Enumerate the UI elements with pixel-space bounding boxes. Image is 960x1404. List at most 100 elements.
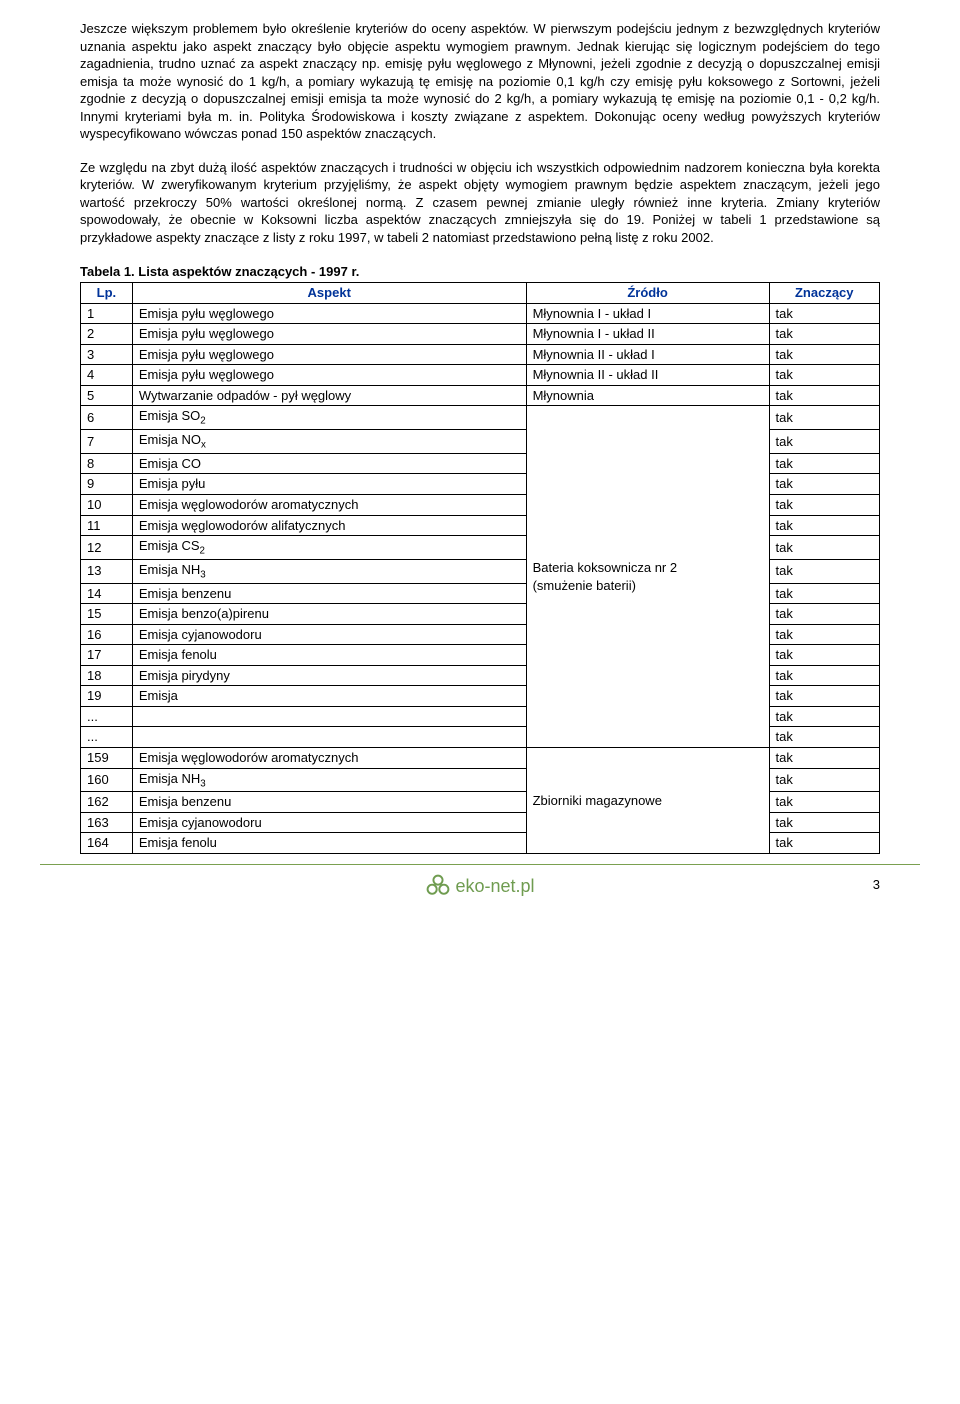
- cell-zn: tak: [769, 385, 879, 406]
- cell-lp: 9: [81, 474, 133, 495]
- cell-aspekt: Emisja NH3: [132, 559, 526, 583]
- cell-zn: tak: [769, 604, 879, 625]
- cell-lp: 1: [81, 303, 133, 324]
- cell-lp: 11: [81, 515, 133, 536]
- cell-lp: 2: [81, 324, 133, 345]
- cell-lp: 15: [81, 604, 133, 625]
- cell-zn: tak: [769, 365, 879, 386]
- cell-zn: tak: [769, 768, 879, 792]
- cell-zn: tak: [769, 747, 879, 768]
- col-aspekt: Aspekt: [132, 283, 526, 304]
- table-row: 2 Emisja pyłu węglowego Młynownia I - uk…: [81, 324, 880, 345]
- cell-zn: tak: [769, 406, 879, 430]
- col-zrodlo: Źródło: [526, 283, 769, 304]
- col-znaczacy: Znaczący: [769, 283, 879, 304]
- cell-aspekt: Emisja benzenu: [132, 792, 526, 813]
- page-number: 3: [873, 876, 880, 894]
- cell-lp: ...: [81, 727, 133, 748]
- cell-aspekt: Emisja pirydyny: [132, 665, 526, 686]
- cell-aspekt: Emisja fenolu: [132, 645, 526, 666]
- table-row: 5 Wytwarzanie odpadów - pył węglowy Młyn…: [81, 385, 880, 406]
- cell-lp: 162: [81, 792, 133, 813]
- cell-lp: 16: [81, 624, 133, 645]
- cell-zn: tak: [769, 665, 879, 686]
- cell-aspekt: Emisja pyłu węglowego: [132, 324, 526, 345]
- aspekt-pre: Emisja NH: [139, 562, 200, 577]
- cell-lp: 17: [81, 645, 133, 666]
- cell-zrodlo: Młynownia II - układ II: [526, 365, 769, 386]
- cell-lp: 19: [81, 686, 133, 707]
- aspekt-pre: Emisja SO: [139, 408, 200, 423]
- cell-lp: 164: [81, 833, 133, 854]
- paragraph-2: Ze względu na zbyt dużą ilość aspektów z…: [80, 159, 880, 247]
- cell-aspekt: Emisja węglowodorów aromatycznych: [132, 494, 526, 515]
- cell-zn: tak: [769, 833, 879, 854]
- cell-zrodlo: Młynownia: [526, 385, 769, 406]
- cell-zn: tak: [769, 430, 879, 454]
- aspekt-sub: 2: [200, 546, 205, 557]
- aspekt-sub: 3: [200, 778, 205, 789]
- cell-aspekt: Emisja węglowodorów aromatycznych: [132, 747, 526, 768]
- cell-zn: tak: [769, 583, 879, 604]
- footer-logo-text: eko-net.pl: [455, 874, 534, 898]
- cell-zrodlo-merged: Bateria koksownicza nr 2 (smużenie bater…: [526, 406, 769, 748]
- cell-zn: tak: [769, 536, 879, 560]
- cell-zn: tak: [769, 727, 879, 748]
- cell-lp: 12: [81, 536, 133, 560]
- cell-aspekt: Emisja benzo(a)pirenu: [132, 604, 526, 625]
- cell-aspekt: Emisja SO2: [132, 406, 526, 430]
- cell-aspekt: Emisja pyłu węglowego: [132, 303, 526, 324]
- src-line2: (smużenie baterii): [533, 578, 636, 593]
- cell-zn: tak: [769, 303, 879, 324]
- aspekt-pre: Emisja NO: [139, 432, 201, 447]
- cell-aspekt: Emisja pyłu węglowego: [132, 344, 526, 365]
- cell-zn: tak: [769, 624, 879, 645]
- cell-aspekt: Emisja pyłu: [132, 474, 526, 495]
- cell-lp: 6: [81, 406, 133, 430]
- aspekt-sub: 2: [200, 416, 205, 427]
- aspekt-sub: 3: [200, 569, 205, 580]
- table-row: 6 Emisja SO2 Bateria koksownicza nr 2 (s…: [81, 406, 880, 430]
- cell-lp: 8: [81, 453, 133, 474]
- aspekt-pre: Emisja NH: [139, 771, 200, 786]
- cell-lp: 163: [81, 812, 133, 833]
- cell-zn: tak: [769, 559, 879, 583]
- cell-lp: 4: [81, 365, 133, 386]
- aspekt-sub: x: [201, 440, 206, 451]
- table-header-row: Lp. Aspekt Źródło Znaczący: [81, 283, 880, 304]
- cell-zrodlo: Młynownia II - układ I: [526, 344, 769, 365]
- clover-icon: [425, 873, 451, 899]
- footer-logo: eko-net.pl: [425, 873, 534, 900]
- cell-aspekt: Wytwarzanie odpadów - pył węglowy: [132, 385, 526, 406]
- cell-zn: tak: [769, 686, 879, 707]
- cell-aspekt: Emisja: [132, 686, 526, 707]
- page-footer: eko-net.pl 3: [40, 864, 920, 900]
- cell-lp: 159: [81, 747, 133, 768]
- cell-zrodlo: Młynownia I - układ I: [526, 303, 769, 324]
- cell-lp: 7: [81, 430, 133, 454]
- cell-aspekt: Emisja benzenu: [132, 583, 526, 604]
- cell-zn: tak: [769, 494, 879, 515]
- cell-zn: tak: [769, 515, 879, 536]
- cell-aspekt: Emisja CS2: [132, 536, 526, 560]
- cell-lp: 18: [81, 665, 133, 686]
- cell-aspekt: Emisja cyjanowodoru: [132, 812, 526, 833]
- cell-aspekt: Emisja fenolu: [132, 833, 526, 854]
- table-title: Tabela 1. Lista aspektów znaczących - 19…: [80, 263, 880, 281]
- cell-zrodlo-merged: Zbiorniki magazynowe: [526, 747, 769, 853]
- cell-zrodlo: Młynownia I - układ II: [526, 324, 769, 345]
- paragraph-1: Jeszcze większym problemem było określen…: [80, 20, 880, 143]
- cell-zn: tak: [769, 453, 879, 474]
- cell-lp: ...: [81, 706, 133, 727]
- col-lp: Lp.: [81, 283, 133, 304]
- cell-aspekt: Emisja cyjanowodoru: [132, 624, 526, 645]
- aspekt-pre: Emisja CS: [139, 538, 200, 553]
- cell-zn: tak: [769, 324, 879, 345]
- cell-lp: 14: [81, 583, 133, 604]
- aspects-table: Lp. Aspekt Źródło Znaczący 1 Emisja pyłu…: [80, 282, 880, 854]
- cell-aspekt: Emisja węglowodorów alifatycznych: [132, 515, 526, 536]
- cell-aspekt: Emisja NOx: [132, 430, 526, 454]
- cell-zn: tak: [769, 706, 879, 727]
- cell-aspekt: Emisja NH3: [132, 768, 526, 792]
- table-row: 4 Emisja pyłu węglowego Młynownia II - u…: [81, 365, 880, 386]
